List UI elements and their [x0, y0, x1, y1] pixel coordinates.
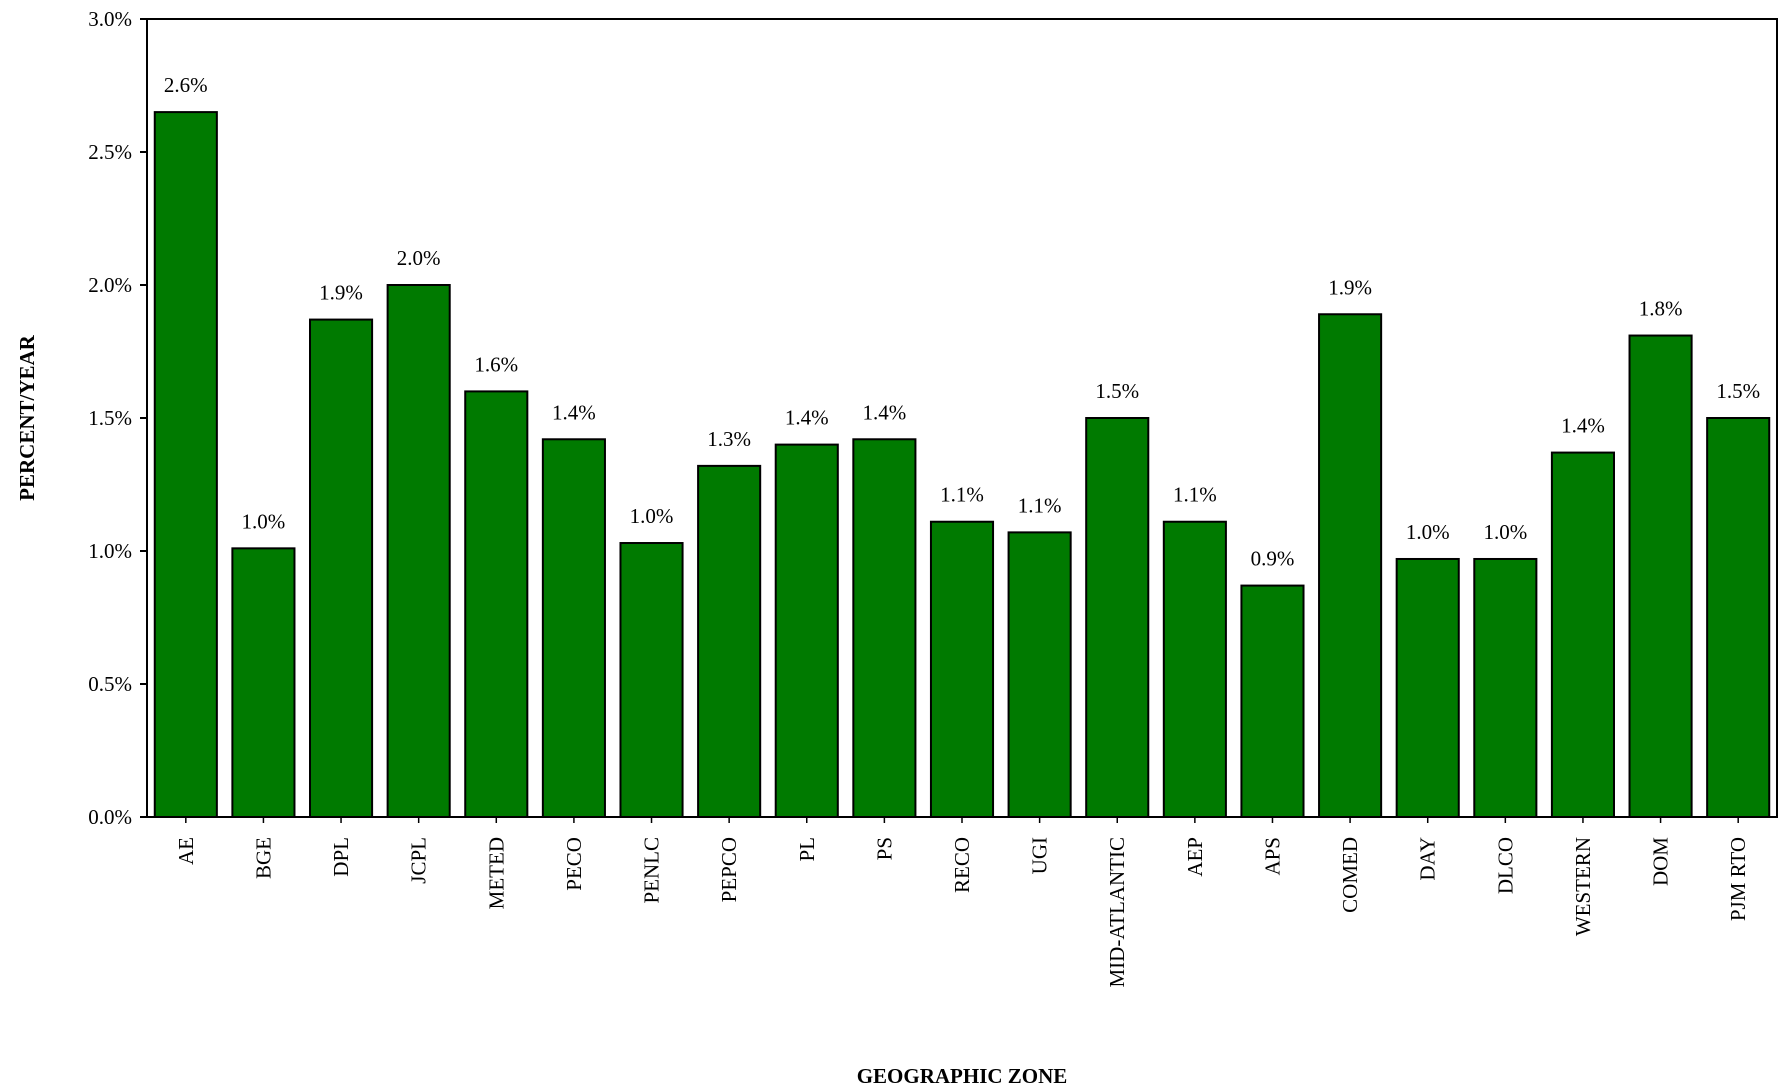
data-label: 1.4% [785, 406, 829, 430]
bar-peco [541, 438, 606, 818]
bars [153, 111, 1771, 819]
bar-pepco [697, 464, 762, 818]
bar-penlc [619, 542, 684, 819]
bar-comed [1318, 313, 1383, 818]
y-tick-label: 1.0% [88, 539, 132, 563]
data-label: 0.9% [1251, 547, 1295, 571]
data-label: 1.0% [1406, 520, 1450, 544]
bar-aps [1240, 584, 1305, 819]
data-label: 2.6% [164, 73, 208, 97]
bar-ae [153, 111, 218, 819]
y-tick-label: 3.0% [88, 7, 132, 31]
plot-area-frame [146, 18, 1778, 818]
data-label: 1.0% [630, 504, 674, 528]
bar-bge [231, 547, 296, 819]
x-axis-title: GEOGRAPHIC ZONE [857, 1064, 1068, 1088]
x-tick-label: DOM [1649, 837, 1673, 886]
y-tick-label: 2.0% [88, 273, 132, 297]
data-label: 1.9% [1328, 275, 1372, 299]
x-tick-label: WESTERN [1571, 837, 1595, 936]
bar-pjm-rto [1706, 417, 1771, 818]
x-tick-label: PENLC [640, 837, 664, 904]
data-label: 1.4% [863, 400, 907, 424]
data-label: 1.4% [1561, 414, 1605, 438]
data-label: 1.3% [707, 427, 751, 451]
x-tick-label: PS [872, 837, 896, 860]
data-label: 1.1% [1018, 493, 1062, 517]
bar-dlco [1473, 557, 1538, 818]
x-tick-label: MID-ATLANTIC [1105, 837, 1129, 987]
bar-day [1395, 557, 1460, 818]
data-label: 1.9% [319, 281, 363, 305]
bar-meted [464, 390, 529, 818]
y-tick-label: 1.5% [88, 406, 132, 430]
y-axis-title: PERCENT/YEAR [15, 334, 39, 501]
x-tick-label: AEP [1183, 837, 1207, 877]
data-label: 1.4% [552, 400, 596, 424]
x-tick-label: AE [174, 837, 198, 865]
data-label: 1.5% [1095, 379, 1139, 403]
data-label: 1.1% [940, 483, 984, 507]
x-tick-label: COMED [1338, 837, 1362, 913]
data-label: 1.0% [1483, 520, 1527, 544]
x-tick-label: JCPL [407, 837, 431, 884]
bar-western [1550, 451, 1616, 818]
bar-jcpl [386, 284, 451, 818]
x-tick-label: BGE [251, 837, 275, 879]
data-label: 1.8% [1639, 297, 1683, 321]
x-tick-label: RECO [950, 837, 974, 893]
x-tick-label: APS [1260, 837, 1284, 876]
x-tick-label: PJM RTO [1726, 837, 1750, 921]
bar-pl [774, 443, 839, 818]
y-tick-label: 0.5% [88, 672, 132, 696]
y-tick-label: 2.5% [88, 140, 132, 164]
data-label: 1.5% [1716, 379, 1760, 403]
x-tick-label: DAY [1416, 837, 1440, 881]
bar-dom [1628, 334, 1693, 818]
x-tick-label: PEPCO [717, 837, 741, 902]
bar-ugi [1007, 531, 1072, 818]
data-label: 1.6% [474, 352, 518, 376]
bar-aep [1162, 520, 1227, 818]
y-tick-label: 0.0% [88, 805, 132, 829]
bar-reco [929, 520, 995, 818]
x-tick-label: UGI [1028, 837, 1052, 874]
x-axis-ticks: AE BGE DPL JCPL METED PECO PENLC PEPCO PL PS RECO U… [174, 817, 1750, 987]
x-tick-label: PL [795, 837, 819, 862]
x-tick-label: DLCO [1493, 837, 1517, 894]
data-label: 1.0% [242, 509, 286, 533]
bar-ps [852, 438, 917, 818]
data-label: 2.0% [397, 246, 441, 270]
x-tick-label: PECO [562, 837, 586, 891]
data-labels: 2.6% 1.0% 1.9% 2.0% 1.6% 1.4% 1.0% 1.3% 1.4% 1.4%… [164, 73, 1760, 570]
x-tick-label: METED [484, 837, 508, 909]
data-label: 1.1% [1173, 483, 1217, 507]
bar-mid-atlantic [1085, 417, 1150, 818]
bar-dpl [309, 318, 374, 818]
x-tick-label: DPL [329, 837, 353, 877]
y-axis-ticks: 0.0% 0.5% 1.0% 1.5% 2.0% 2.5% 3.0% [88, 7, 147, 829]
